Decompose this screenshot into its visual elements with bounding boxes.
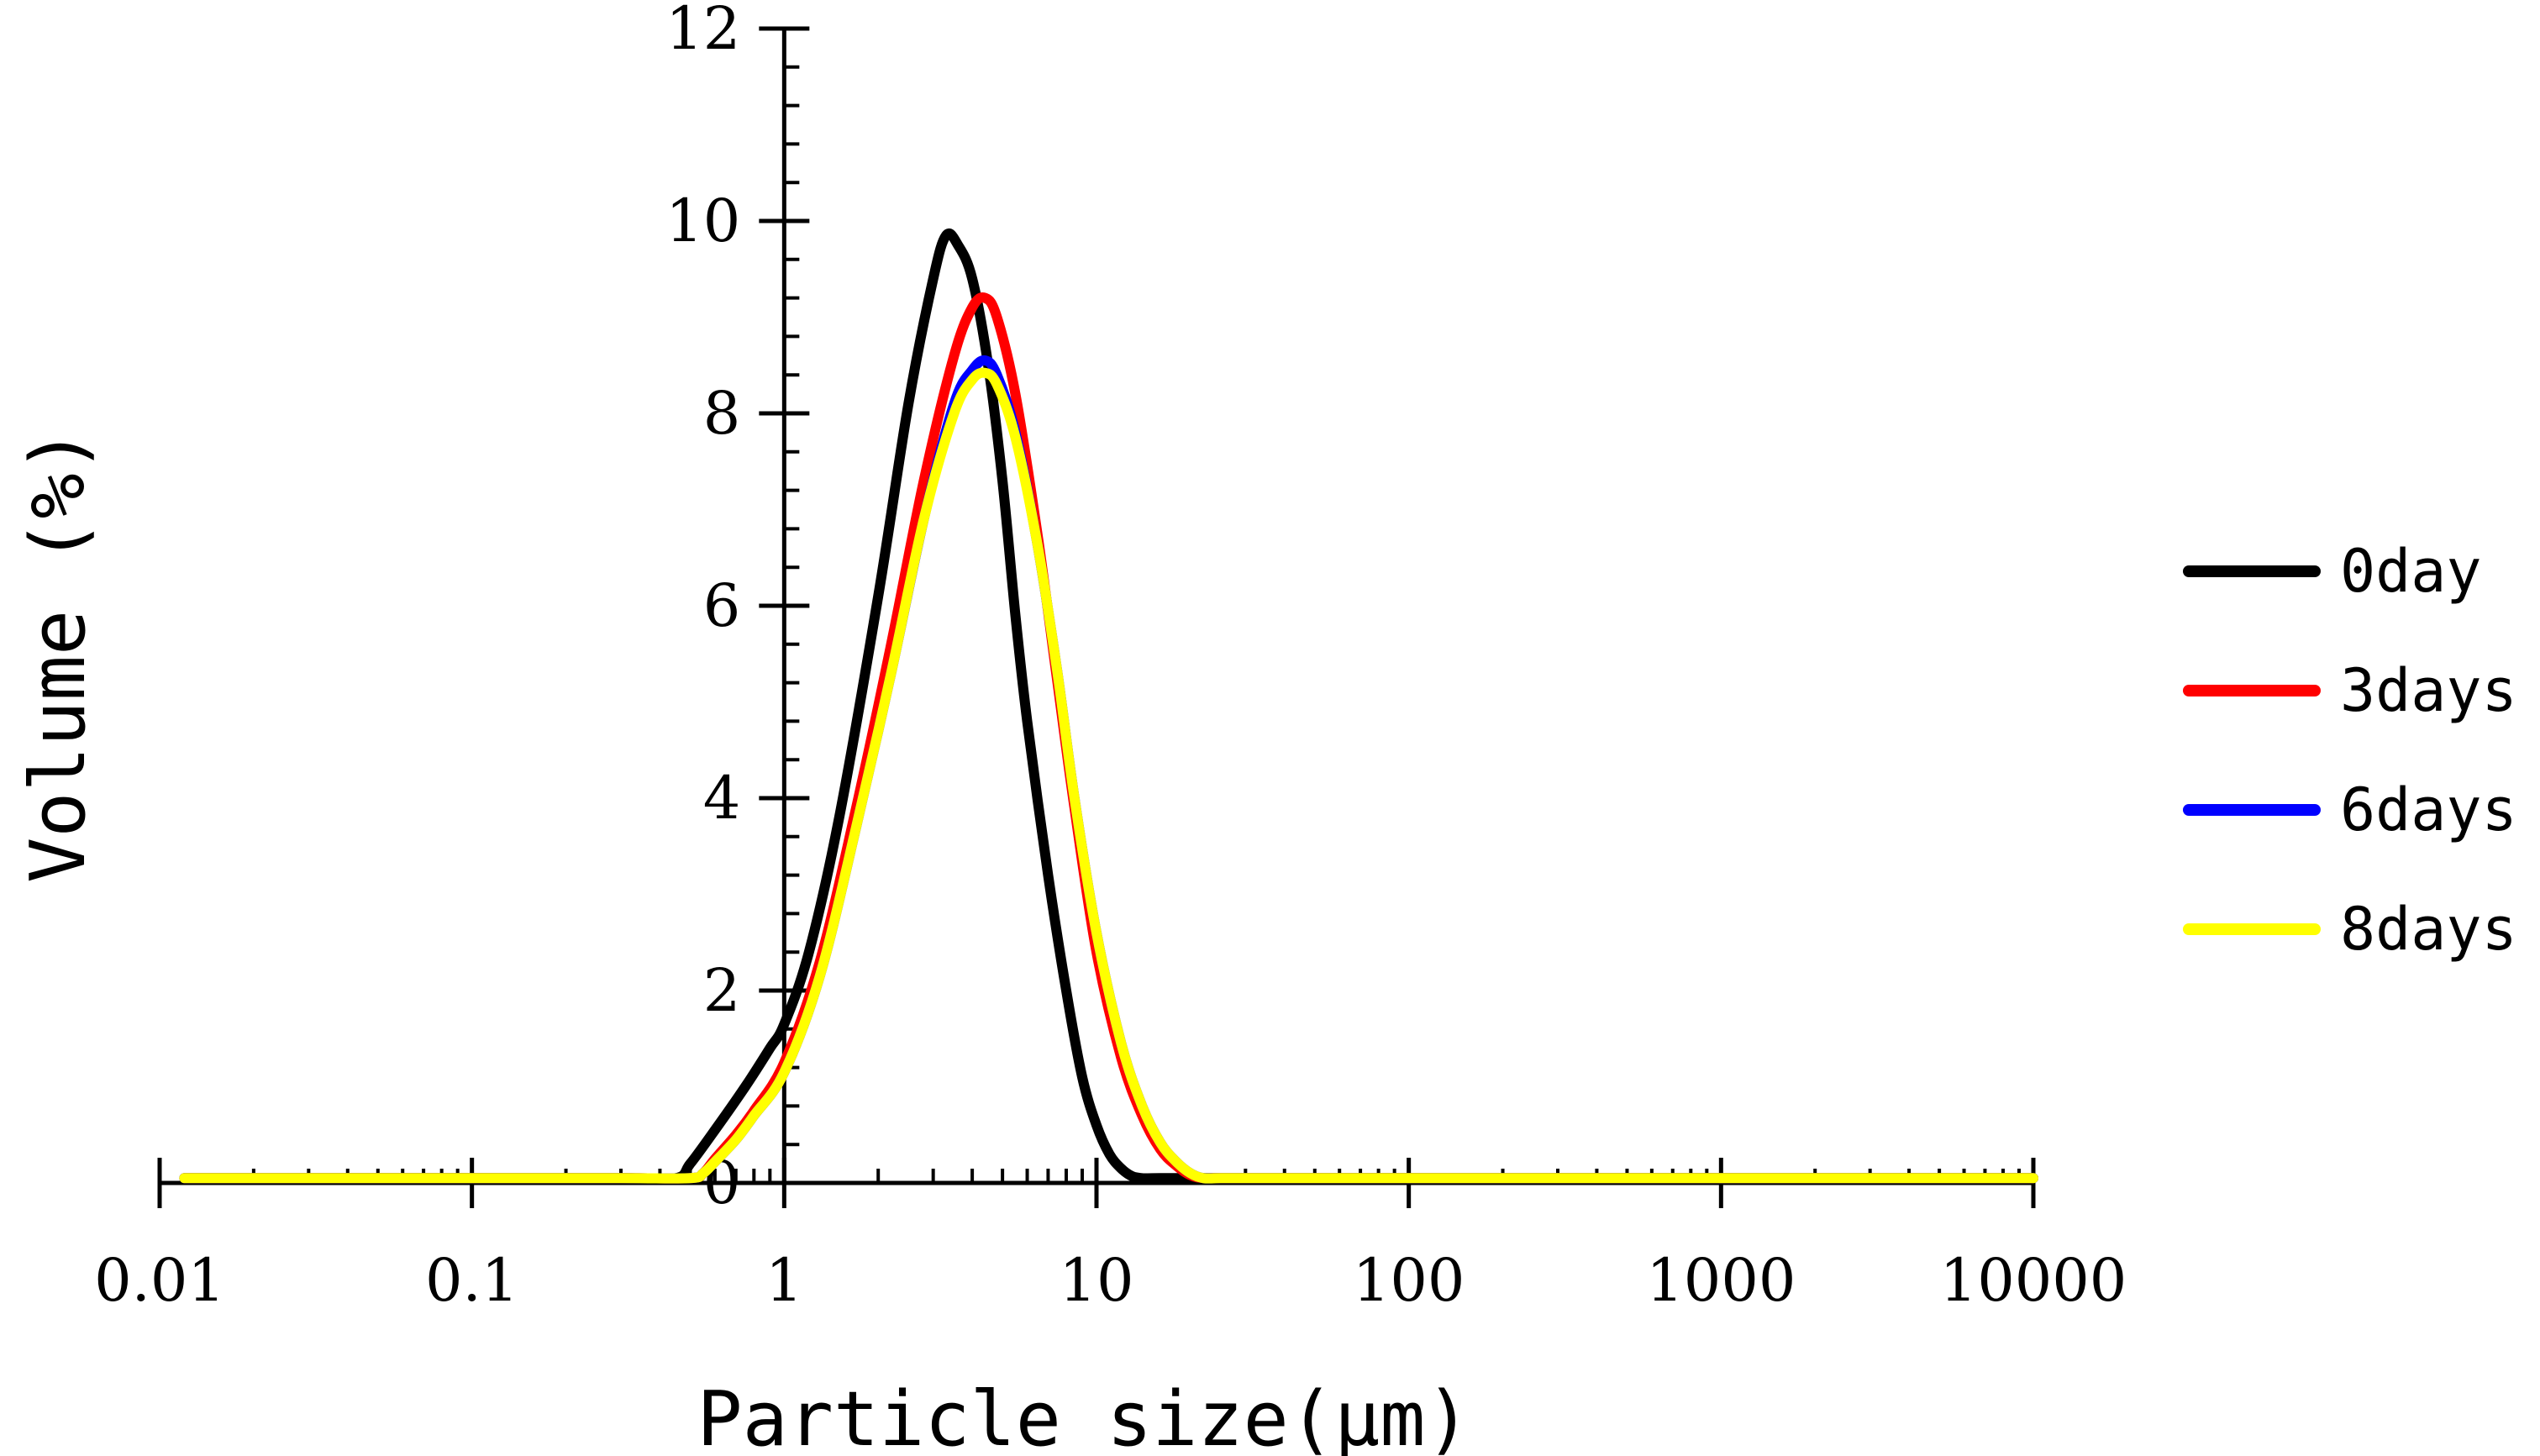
x-tick-label: 1000: [1646, 1246, 1796, 1315]
x-tick-label: 10: [1059, 1246, 1133, 1315]
legend-label-0day: 0day: [2340, 537, 2482, 606]
y-tick-label: 10: [665, 187, 740, 255]
x-axis-title: Particle size(μm): [697, 1375, 1470, 1456]
y-tick-label: 8: [703, 379, 741, 448]
y-axis-title: Volume (%): [14, 428, 103, 883]
x-tick-label: 100: [1353, 1246, 1465, 1315]
x-tick-label: 10000: [1940, 1246, 2127, 1315]
legend-label-6days: 6days: [2340, 775, 2517, 844]
series-line-8days: [179, 367, 2038, 1184]
legend-label-3days: 3days: [2340, 656, 2517, 725]
x-tick-label: 0.01: [94, 1246, 225, 1315]
series-line-3days: [179, 292, 2038, 1184]
y-tick-label: 2: [703, 956, 741, 1025]
series-layer: [179, 229, 2038, 1185]
y-tick-label: 4: [703, 764, 741, 833]
y-tick-label: 6: [703, 571, 741, 640]
y-tick-label: 12: [665, 0, 740, 63]
legend-label-8days: 8days: [2340, 895, 2517, 964]
x-tick-label: 1: [765, 1246, 803, 1315]
series-line-6days: [179, 355, 2038, 1184]
legend: 0day 3days 6days 8days: [2183, 537, 2517, 964]
series-line-0day: [179, 229, 2038, 1185]
x-tick-label: 0.1: [425, 1246, 518, 1315]
